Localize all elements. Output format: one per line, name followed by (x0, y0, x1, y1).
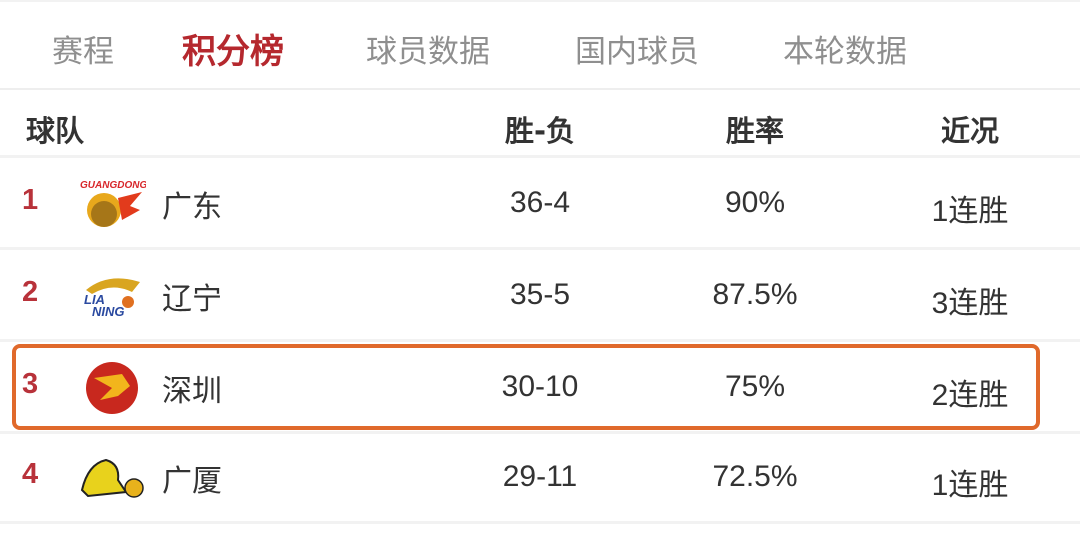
rank: 1 (22, 184, 39, 216)
table-row[interactable]: 1 GUANGDONG 广东 36-4 90% 1连胜 (0, 158, 1080, 250)
guangsha-logo-icon (80, 458, 144, 498)
streak: 1连胜 (931, 195, 1009, 228)
tab-domestic-players[interactable]: 国内球员 (575, 34, 699, 70)
guangdong-logo-icon: GUANGDONG (80, 180, 146, 227)
table-row[interactable]: 4 广厦 29-11 72.5% 1连胜 (0, 432, 1080, 524)
tab-round-stats[interactable]: 本轮数据 (783, 34, 907, 70)
header-streak: 近况 (940, 114, 1000, 148)
shenzhen-logo-icon (86, 362, 138, 414)
team-name: 广厦 (162, 464, 222, 499)
header-record: 胜-负 (504, 114, 576, 148)
rank: 4 (22, 458, 39, 490)
record: 35-5 (509, 278, 571, 311)
table-header: 球队 胜-负 胜率 近况 (0, 90, 1080, 158)
header-team: 球队 (26, 114, 85, 148)
tab-schedule[interactable]: 赛程 (52, 34, 114, 70)
team-name: 广东 (162, 190, 222, 225)
record: 30-10 (501, 370, 579, 403)
win-pct: 75% (724, 370, 786, 403)
tab-player-stats[interactable]: 球员数据 (366, 34, 490, 70)
record: 36-4 (509, 186, 571, 219)
win-pct: 90% (724, 186, 786, 219)
svg-text:LIA: LIA (84, 292, 105, 307)
rank: 3 (22, 368, 39, 400)
highlight-box (12, 344, 1040, 430)
table-row-highlighted[interactable]: 3 深圳 30-10 75% 2连胜 (0, 342, 1080, 434)
streak: 2连胜 (931, 379, 1009, 412)
win-pct: 87.5% (712, 278, 798, 311)
record: 29-11 (502, 460, 578, 493)
streak: 1连胜 (931, 469, 1009, 502)
svg-text:GUANGDONG: GUANGDONG (80, 180, 146, 191)
streak: 3连胜 (931, 287, 1009, 320)
table-row[interactable]: 2 LIA NING 辽宁 35-5 87.5% 3连胜 (0, 250, 1080, 342)
liaoning-logo-icon: LIA NING (84, 278, 140, 319)
team-name: 辽宁 (162, 282, 222, 317)
svg-text:NING: NING (92, 304, 125, 319)
tab-standings[interactable]: 积分榜 (182, 32, 284, 72)
header-win-pct: 胜率 (725, 114, 785, 148)
rank: 2 (22, 276, 39, 308)
win-pct: 72.5% (712, 460, 798, 493)
tab-bar: 赛程 积分榜 球员数据 国内球员 本轮数据 (0, 0, 1080, 90)
team-name: 深圳 (162, 374, 222, 409)
